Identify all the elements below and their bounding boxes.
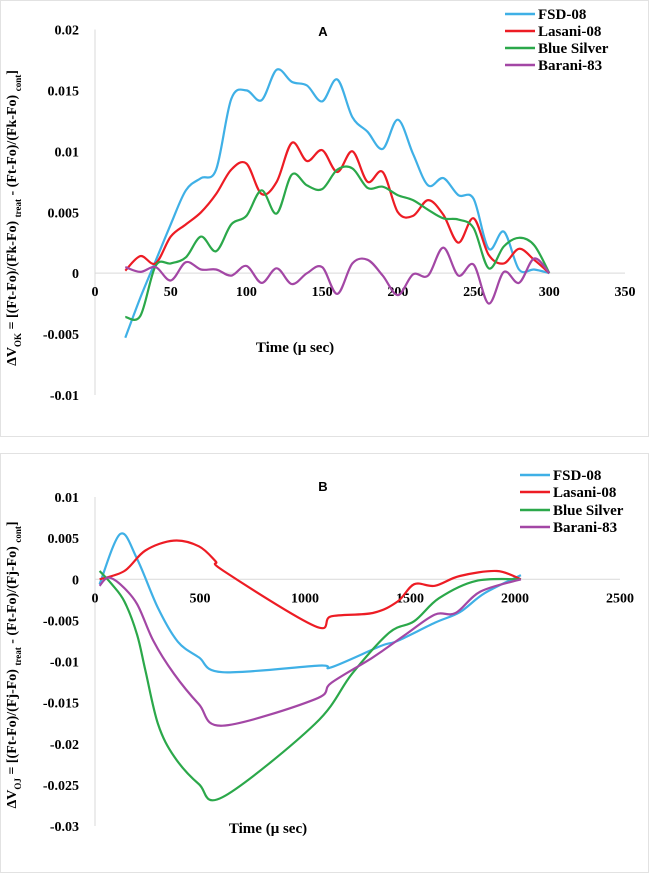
- legend-label: Lasani-08: [538, 24, 601, 40]
- x-axis-label: Time (μ sec): [256, 340, 334, 356]
- y-axis-label-part: = [(Ft-Fo)/(Fj-Fo): [5, 666, 20, 779]
- series-line-blue-silver: [98, 570, 521, 802]
- x-tick-label: 1000: [291, 591, 319, 606]
- y-tick-label: -0.01: [50, 389, 79, 404]
- x-tick-label: 2500: [606, 591, 634, 606]
- y-axis-label-part: ]: [5, 70, 20, 75]
- y-tick-label: 0.01: [55, 145, 80, 160]
- y-axis-label-part: OJ: [13, 778, 23, 790]
- series-line-lasani-08: [99, 539, 522, 630]
- panel-b-border: [0, 453, 649, 873]
- x-axis-label: Time (μ sec): [229, 821, 307, 837]
- legend-label: Barani-83: [538, 58, 602, 74]
- y-tick-label: 0: [72, 267, 79, 282]
- series-line-barani-83: [98, 576, 522, 727]
- series-line-blue-silver: [125, 165, 551, 321]
- y-axis-label-part: ]: [5, 521, 20, 526]
- y-axis-label-part: cont: [13, 75, 23, 92]
- y-tick-label: -0.015: [43, 697, 79, 712]
- legend-label: Blue Silver: [538, 41, 609, 57]
- legend-label: Blue Silver: [553, 503, 624, 519]
- y-axis-label: ΔVOJ = [(Ft-Fo)/(Fj-Fo) treat - (Ft-Fo)/…: [5, 521, 23, 808]
- y-tick-label: 0: [72, 573, 79, 588]
- y-axis-label-part: OK: [13, 333, 23, 347]
- series-line-fsd-08: [124, 68, 550, 339]
- chart-b: 0.01 0.005 0 -0.005 -0.01 -0.015 -0.02 -0.025 -0…: [5, 468, 634, 837]
- y-tick-label: -0.005: [43, 614, 79, 629]
- x-tick-label: 50: [164, 285, 178, 300]
- y-axis-label-part: ΔV: [5, 347, 20, 366]
- y-axis-label-part: - (Ft-Fo)/(Fk-Fo): [5, 91, 20, 199]
- legend-label: FSD-08: [538, 7, 586, 23]
- legend-label: FSD-08: [553, 468, 601, 484]
- x-tick-label: 250: [463, 285, 484, 300]
- legend-label: Barani-83: [553, 520, 617, 536]
- y-tick-label: 0.005: [48, 206, 80, 221]
- y-tick-label: -0.02: [50, 738, 79, 753]
- x-tick-label: 2000: [501, 591, 529, 606]
- y-tick-label: 0.01: [55, 491, 80, 506]
- y-tick-label: -0.01: [50, 656, 79, 671]
- x-tick-label: 150: [312, 285, 333, 300]
- y-axis-label-part: ΔV: [5, 790, 20, 809]
- chart-title: B: [318, 479, 327, 494]
- chart-a: 0.02 0.015 0.01 0.005 0 -0.005 -0.01 0 50 100 150 2…: [5, 7, 636, 404]
- y-tick-label: 0.015: [48, 84, 80, 99]
- panel-a-border: [0, 0, 649, 437]
- legend-label: Lasani-08: [553, 485, 616, 501]
- x-tick-label: 500: [190, 591, 211, 606]
- y-axis-label-part: cont: [13, 526, 23, 543]
- y-axis-label: ΔVOK = [(Ft-Fo)/(Fk-Fo) treat - (Ft-Fo)/…: [5, 70, 23, 366]
- x-tick-label: 300: [539, 285, 560, 300]
- series-line-lasani-08: [124, 141, 551, 275]
- y-axis-label-part: - (Ft-Fo)/(Fj-Fo): [5, 543, 20, 648]
- chart-title: A: [318, 24, 328, 39]
- x-tick-label: 350: [615, 285, 636, 300]
- series-line-barani-83: [124, 246, 551, 305]
- x-tick-label: 0: [92, 591, 99, 606]
- y-tick-label: 0.02: [55, 24, 80, 39]
- y-tick-label: -0.025: [43, 779, 79, 794]
- series-line-fsd-08: [98, 532, 522, 674]
- y-tick-label: -0.005: [43, 328, 79, 343]
- x-tick-label: 100: [236, 285, 257, 300]
- x-tick-label: 0: [92, 285, 99, 300]
- y-tick-label: -0.03: [50, 820, 79, 835]
- y-axis-label-part: treat: [13, 199, 23, 217]
- y-axis-label-part: = [(Ft-Fo)/(Fk-Fo): [5, 217, 20, 333]
- y-axis-label-part: treat: [13, 647, 23, 665]
- y-tick-label: 0.005: [48, 532, 80, 547]
